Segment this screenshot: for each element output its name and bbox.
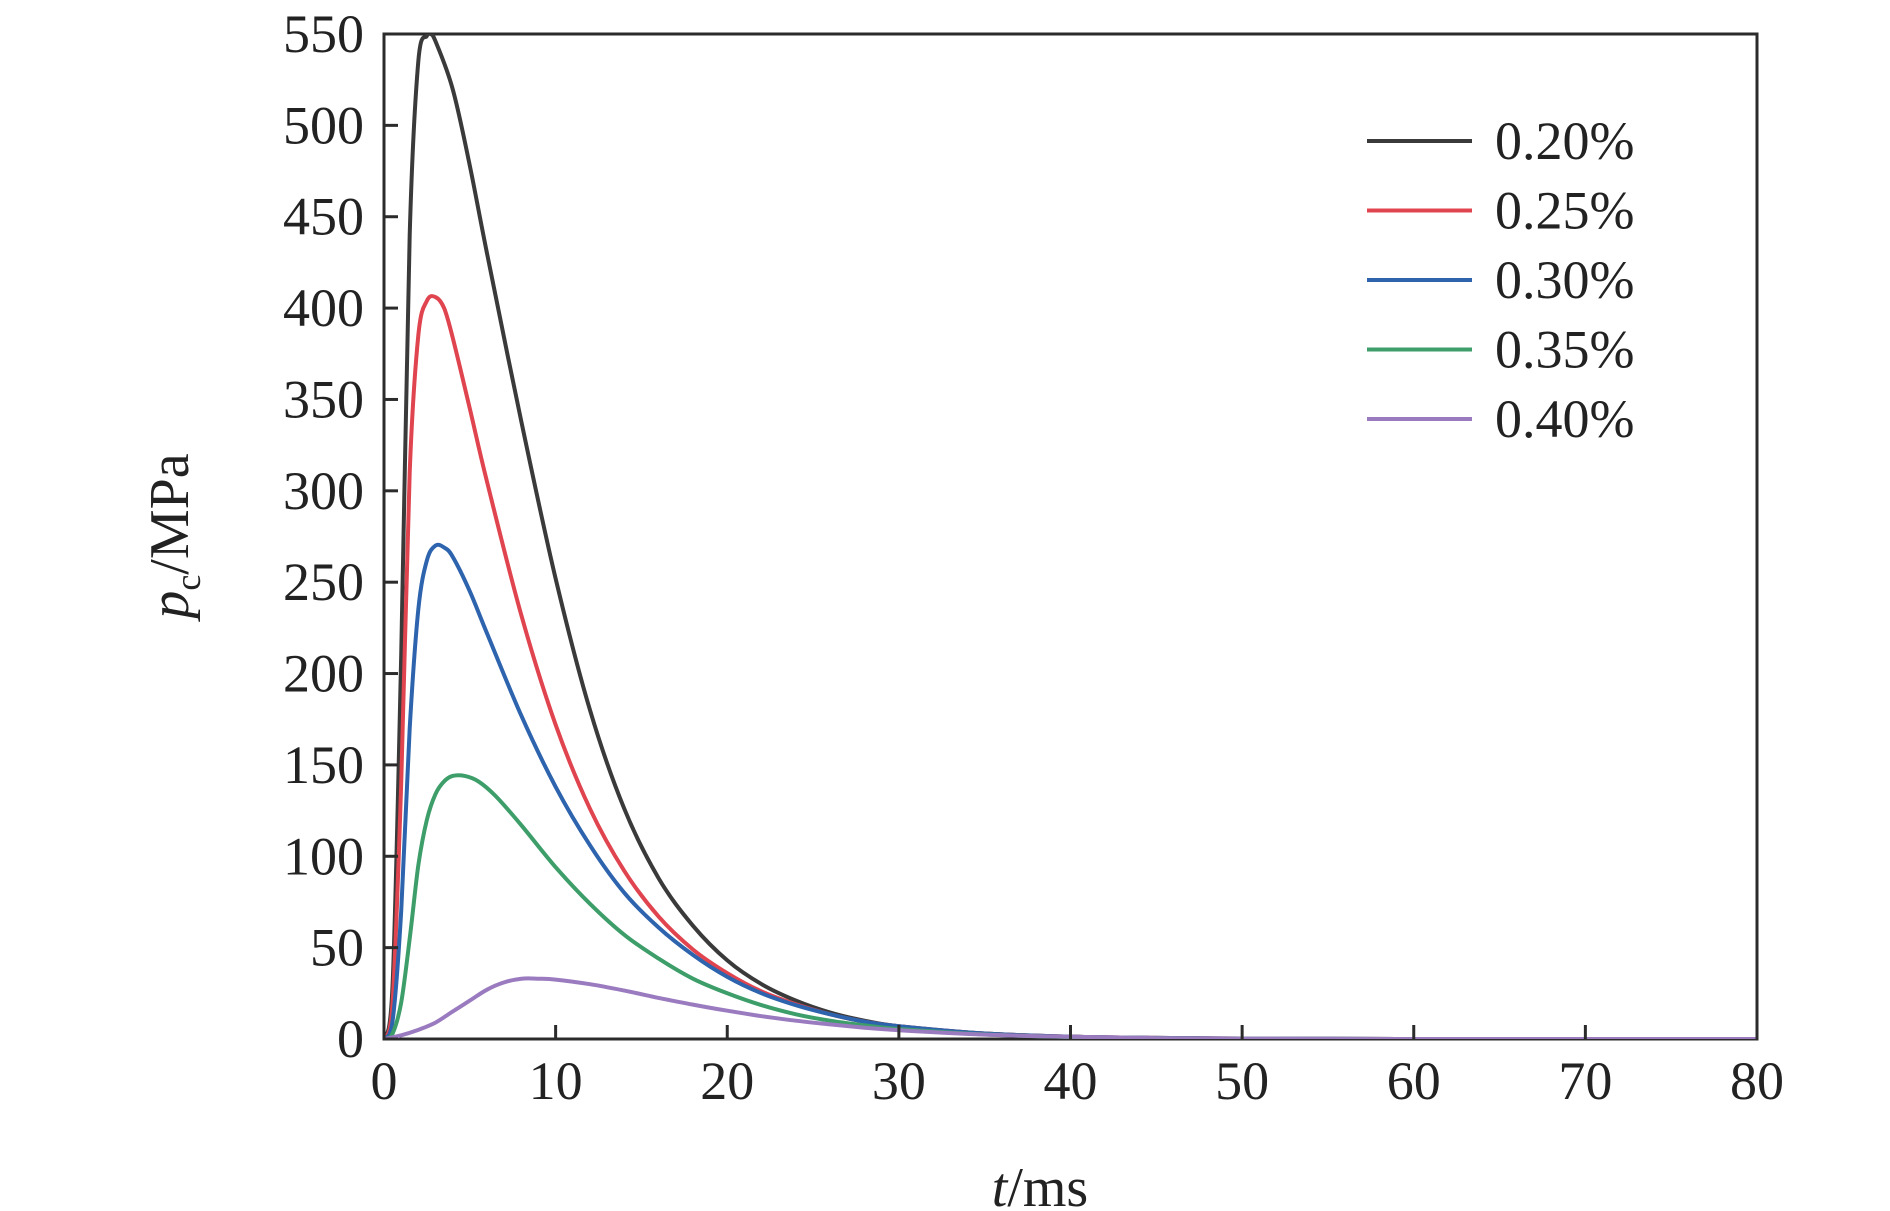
series-line-2 xyxy=(384,542,1757,1039)
series-line-3 xyxy=(384,773,1757,1039)
x-tick-label: 80 xyxy=(1730,1051,1784,1111)
y-tick-label: 400 xyxy=(283,278,364,338)
x-tick-label: 20 xyxy=(700,1051,754,1111)
y-tick-label: 450 xyxy=(283,187,364,247)
y-tick-label: 100 xyxy=(283,826,364,886)
legend-label-4: 0.40% xyxy=(1495,389,1634,449)
y-tick-label: 300 xyxy=(283,461,364,521)
legend: 0.20% 0.25% 0.30% 0.35% 0.40% xyxy=(1367,111,1634,449)
y-tick-label: 550 xyxy=(283,4,364,64)
y-tick-label: 250 xyxy=(283,552,364,612)
legend-label-3: 0.35% xyxy=(1495,320,1634,380)
x-tick-label: 10 xyxy=(529,1051,583,1111)
x-tick-label: 50 xyxy=(1215,1051,1269,1111)
y-tick-label: 200 xyxy=(283,644,364,704)
x-tick-label: 60 xyxy=(1387,1051,1441,1111)
x-tick-label: 70 xyxy=(1558,1051,1612,1111)
y-tick-label: 150 xyxy=(283,735,364,795)
y-tick-label: 0 xyxy=(337,1009,364,1069)
x-tick-label: 0 xyxy=(371,1051,398,1111)
x-tick-label: 40 xyxy=(1044,1051,1098,1111)
legend-label-0: 0.20% xyxy=(1495,111,1634,171)
y-axis-label: pc/MPa xyxy=(139,453,208,622)
legend-label-2: 0.30% xyxy=(1495,250,1634,310)
y-tick-label: 500 xyxy=(283,95,364,155)
series-line-4 xyxy=(384,976,1757,1039)
y-tick-label: 50 xyxy=(310,918,364,978)
legend-label-1: 0.25% xyxy=(1495,181,1634,241)
x-axis-label: t/ms xyxy=(992,1157,1088,1211)
y-tick-label: 350 xyxy=(283,369,364,429)
ticks-layer: 0 10 20 30 40 50 60 70 80 0 50 100 150 200 250 300 350 40… xyxy=(283,4,1784,1111)
x-tick-label: 30 xyxy=(872,1051,926,1111)
